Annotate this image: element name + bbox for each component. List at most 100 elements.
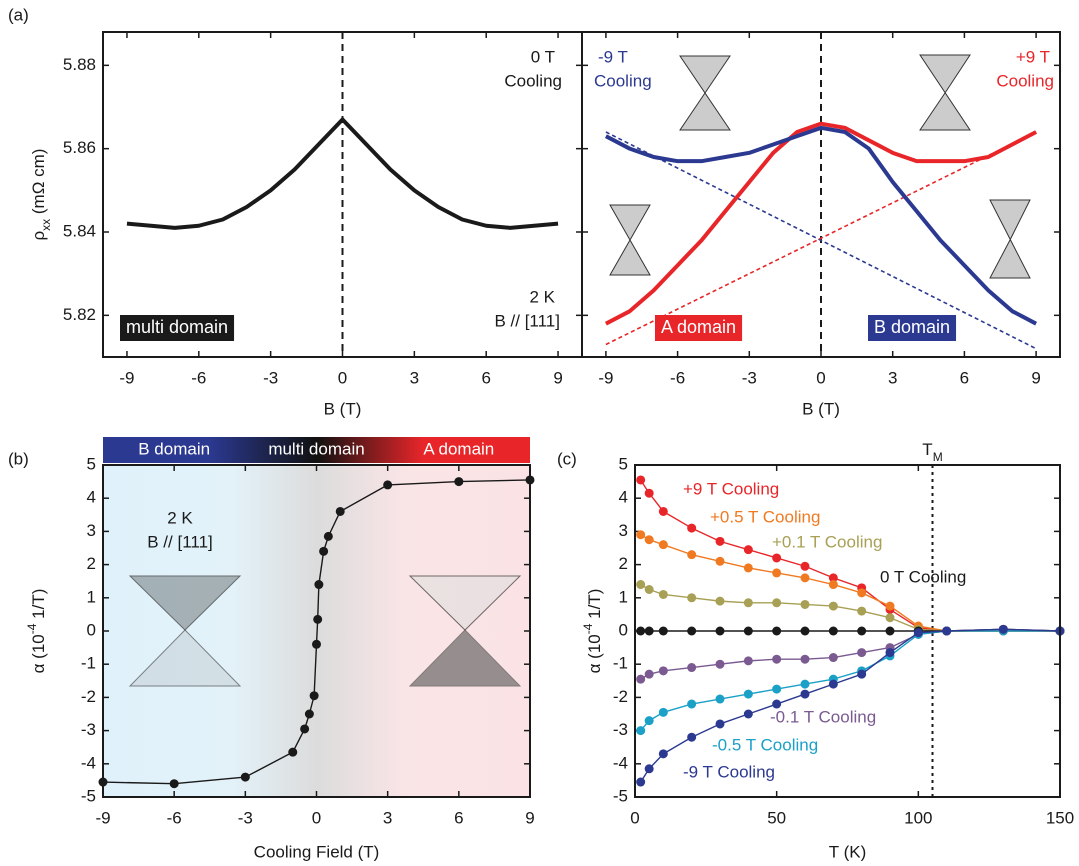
y-axis-label-part: α (10 (585, 634, 604, 673)
data-point (241, 773, 250, 782)
data-point (886, 602, 895, 611)
x-tick-label: -6 (191, 368, 206, 387)
data-point (857, 588, 866, 597)
y-tick-label: 5 (87, 454, 96, 473)
y-tick-label: 5.88 (63, 55, 96, 74)
data-point (659, 708, 668, 717)
data-point (300, 724, 309, 733)
data-point (829, 580, 838, 589)
y-tick-label: -1 (81, 654, 96, 673)
data-point (454, 477, 463, 486)
x-axis-label: B (T) (802, 399, 840, 418)
data-point (314, 580, 323, 589)
data-line (641, 585, 1060, 631)
data-point (687, 700, 696, 709)
annotation: Cooling (504, 71, 562, 90)
data-point (914, 628, 923, 637)
data-point (801, 562, 810, 571)
x-tick-label: 9 (1031, 368, 1040, 387)
data-point (659, 507, 668, 516)
data-point (312, 640, 321, 649)
series-label: -9 T Cooling (683, 762, 775, 781)
data-point (645, 764, 654, 773)
y-axis-label-part: 1/T) (29, 589, 48, 624)
data-point (801, 573, 810, 582)
x-tick-label: 3 (888, 368, 897, 387)
data-point (716, 627, 725, 636)
data-point (829, 627, 838, 636)
y-tick-label: 2 (87, 554, 96, 573)
data-point (288, 748, 297, 757)
data-point (857, 670, 866, 679)
y-tick-label: -3 (81, 720, 96, 739)
annotation: Cooling (996, 71, 1054, 90)
series-label: -0.5 T Cooling (712, 735, 818, 754)
data-point (716, 695, 725, 704)
data-point (170, 779, 179, 788)
domain-label: A domain (423, 439, 494, 458)
vline-label-part: T (922, 440, 932, 459)
data-point (801, 690, 810, 699)
y-tick-label: -3 (613, 720, 628, 739)
data-line (127, 120, 558, 228)
data-point (383, 480, 392, 489)
x-tick-label: 6 (454, 808, 463, 827)
data-point (772, 568, 781, 577)
x-tick-label: 150 (1046, 808, 1074, 827)
page: (a)(b)(c)-9-6-303695.825.845.865.88multi… (0, 0, 1079, 866)
data-point (744, 656, 753, 665)
data-point (645, 627, 654, 636)
y-axis-label: ρxx (mΩ cm) (29, 149, 53, 241)
figure: (a)(b)(c)-9-6-303695.825.845.865.88multi… (0, 0, 1079, 866)
series-label: 0 T Cooling (880, 567, 966, 586)
data-point (857, 627, 866, 636)
data-point (687, 524, 696, 533)
data-point (744, 627, 753, 636)
data-point (744, 545, 753, 554)
x-axis-label: B (T) (324, 399, 362, 418)
data-point (801, 627, 810, 636)
y-tick-label: 5.82 (63, 305, 96, 324)
y-tick-label: -1 (613, 654, 628, 673)
vline-label: TM (922, 440, 942, 464)
y-tick-label: 5.86 (63, 138, 96, 157)
y-tick-label: 0 (619, 620, 628, 639)
x-tick-label: 0 (338, 368, 347, 387)
data-point (829, 680, 838, 689)
domain-label: multi domain (268, 439, 364, 458)
x-tick-label: 3 (383, 808, 392, 827)
data-point (324, 532, 333, 541)
data-point (636, 580, 645, 589)
vline-label-part: M (933, 450, 943, 464)
data-point (687, 550, 696, 559)
y-axis-label-part: 1/T) (585, 589, 604, 624)
y-tick-label: 2 (619, 554, 628, 573)
data-point (636, 726, 645, 735)
data-point (645, 535, 654, 544)
x-tick-label: 0 (312, 808, 321, 827)
y-axis-label-part: α (10 (29, 634, 48, 673)
data-point (716, 719, 725, 728)
data-point (636, 530, 645, 539)
x-axis-label: T (K) (829, 842, 866, 861)
domain-label: A domain (661, 317, 736, 337)
x-tick-label: 6 (481, 368, 490, 387)
annotation: B // [111] (494, 311, 560, 330)
data-point (744, 710, 753, 719)
data-point (645, 716, 654, 725)
data-point (636, 475, 645, 484)
series-label: +0.1 T Cooling (772, 532, 882, 551)
data-point (645, 585, 654, 594)
y-tick-label: 0 (87, 620, 96, 639)
data-point (336, 507, 345, 516)
x-tick-label: -9 (119, 368, 134, 387)
data-line (641, 629, 1060, 679)
domain-label: B domain (874, 317, 950, 337)
data-point (636, 778, 645, 787)
y-tick-label: 1 (87, 587, 96, 606)
data-point (659, 627, 668, 636)
data-point (687, 627, 696, 636)
domain-label: B domain (138, 439, 210, 458)
data-point (829, 653, 838, 662)
series-label: +9 T Cooling (683, 479, 779, 498)
